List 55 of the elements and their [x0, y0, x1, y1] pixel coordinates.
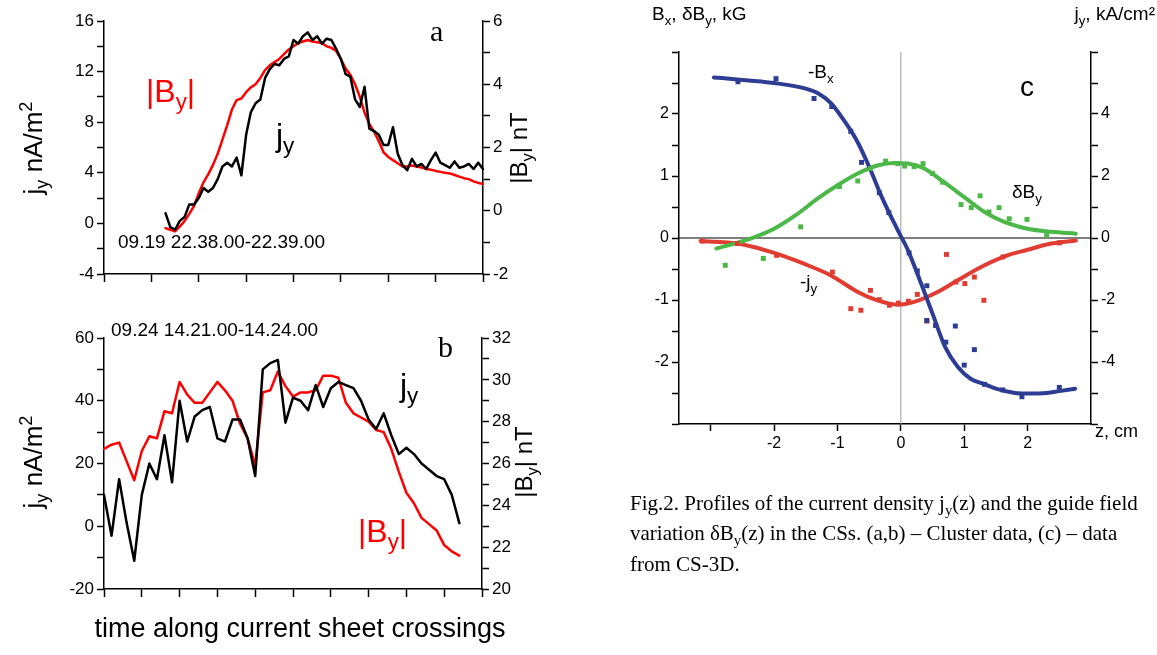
- y-tick-label: 0: [84, 515, 94, 535]
- y-tick-label: 12: [75, 61, 94, 81]
- x-tick-label: 0: [896, 434, 906, 452]
- y-tick-label: 16: [75, 10, 94, 30]
- x-axis-title: z, cm: [1095, 421, 1138, 442]
- series-label: -B$_{x}$: [808, 61, 834, 87]
- annotation: 09.19 22.38.00-22.39.00: [118, 231, 326, 253]
- x-tick-label: 1: [959, 434, 969, 452]
- y2-tick-label: 28: [492, 411, 511, 431]
- y2-tick-label: 0: [1101, 228, 1110, 246]
- x-tick-label: -2: [766, 434, 782, 452]
- y-tick-label: 2: [660, 104, 670, 122]
- x-tick-label: 2: [1023, 434, 1033, 452]
- y-tick-label: -20: [69, 578, 94, 598]
- y-tick-label: 8: [84, 111, 94, 131]
- y2-tick-label: -2: [1101, 290, 1116, 308]
- y2-tick-label: 2: [1101, 166, 1110, 184]
- y-tick-label: -1: [654, 290, 670, 308]
- y2-tick-label: 26: [492, 453, 511, 473]
- series-label: -j$_{y}$: [800, 271, 818, 297]
- x-tick-label: -1: [830, 434, 845, 452]
- x-axis-title: time along current sheet crossings: [94, 613, 506, 644]
- y-tick-label: -2: [654, 352, 670, 370]
- annotation: 09.24 14.21.00-14.24.00: [111, 319, 319, 341]
- series-label: |B$_{y}$|: [146, 73, 196, 116]
- series-label: |B$_{y}$|: [358, 513, 408, 556]
- series-label: δB$_{y}$: [1012, 181, 1042, 207]
- y2-tick-label: 24: [492, 495, 511, 515]
- y-tick-label: 4: [84, 162, 94, 182]
- y2-tick-label: 22: [492, 536, 511, 556]
- y2-tick-label: 4: [493, 73, 503, 93]
- y-tick-label: 0: [660, 228, 670, 246]
- y-tick-label: 20: [75, 453, 94, 473]
- series-label: j$_{y}$: [400, 367, 419, 410]
- y2-tick-label: 30: [492, 369, 511, 389]
- y2-tick-label: 0: [493, 200, 503, 220]
- annotation: b: [438, 330, 453, 363]
- y2-tick-label: 20: [492, 578, 511, 598]
- y2-axis-title: j$_{y}$, kA/cm²: [1074, 3, 1155, 29]
- annotation: a: [430, 14, 444, 47]
- annotation: c: [1020, 71, 1034, 103]
- y2-tick-label: -4: [1101, 352, 1116, 370]
- y-tick-label: 0: [84, 213, 94, 233]
- y2-tick-label: 4: [1101, 104, 1110, 122]
- y-axis-title: B$_{x}$, δB$_{y}$, kG: [652, 3, 747, 29]
- text: Fig.2. Profiles of the current density j$_{y}$(z) and the guide field variation δB$_{y}$(z) in the CSs. (a,b) – Cluster data, (c) – data from CS-3D.: [630, 491, 1138, 576]
- y2-tick-label: 32: [492, 327, 511, 347]
- y2-tick-label: 2: [493, 137, 503, 157]
- y-tick-label: -4: [78, 263, 94, 283]
- y-tick-label: 40: [75, 390, 94, 410]
- y-tick-label: 1: [660, 166, 670, 184]
- y2-tick-label: -2: [493, 263, 509, 283]
- y2-tick-label: 6: [493, 10, 503, 30]
- series-label: j$_{y}$: [276, 117, 295, 160]
- y-tick-label: 60: [75, 327, 94, 347]
